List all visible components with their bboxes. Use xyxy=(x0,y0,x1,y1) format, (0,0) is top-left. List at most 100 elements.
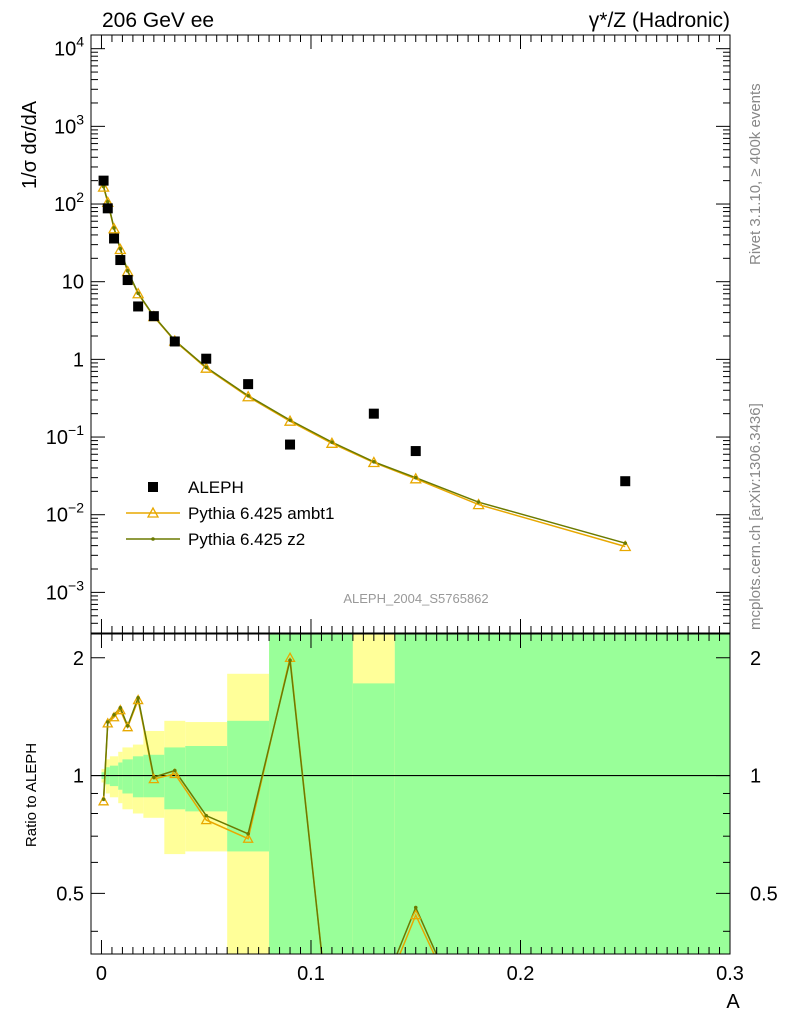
dot-marker xyxy=(125,724,130,728)
x-axis-label: A xyxy=(726,991,740,1013)
triangle-marker xyxy=(169,768,181,779)
line-ambt1 xyxy=(102,186,626,548)
dot-marker xyxy=(476,500,481,504)
square-marker xyxy=(620,476,631,487)
triangle-marker xyxy=(325,436,339,448)
ratio-y-axis: 0.5 0.5 1 1 2 2 xyxy=(56,648,778,932)
ratio-y-axis-label: Ratio to ALEPH xyxy=(23,743,40,847)
main-frame xyxy=(90,34,731,634)
triangle-marker xyxy=(242,832,254,843)
main-y-axis: 10−3 10−2 10−1 1 10 102 103 104 xyxy=(46,34,730,634)
triangle-marker xyxy=(200,814,212,825)
main-series xyxy=(97,175,632,552)
square-marker xyxy=(148,311,159,322)
uncertainty-band-stat xyxy=(185,746,228,812)
triangle-marker xyxy=(114,704,126,715)
dot-marker xyxy=(105,720,110,724)
square-marker xyxy=(285,439,296,450)
main-panel: 10−3 10−2 10−1 1 10 102 103 104 1/σ dσ/dA ALEPH… xyxy=(19,34,731,634)
uncertainty-band-stat xyxy=(164,747,186,810)
triangle-marker xyxy=(146,506,160,518)
main-y-tick-label: 102 xyxy=(54,189,84,216)
triangle-marker xyxy=(122,721,134,732)
ratio-y-tick-label: 1 xyxy=(73,766,84,788)
dot-marker xyxy=(118,247,123,251)
header-left: 206 GeV ee xyxy=(102,9,214,32)
analysis-id-label: ALEPH_2004_S5765862 xyxy=(343,591,488,606)
dot-marker xyxy=(204,365,209,370)
dot-marker xyxy=(152,775,156,780)
square-marker xyxy=(115,255,126,266)
dot-marker xyxy=(101,797,106,802)
uncertainty-band-stat xyxy=(269,634,353,954)
triangle-marker xyxy=(97,180,110,192)
square-marker xyxy=(102,203,113,214)
dot-marker xyxy=(413,475,418,480)
uncertainty-band-stat xyxy=(227,720,270,852)
dot-marker xyxy=(623,541,628,545)
header-right: γ*/Z (Hadronic) xyxy=(589,9,730,32)
dot-marker xyxy=(112,226,116,230)
ratio-x-axis: 0 0.1 0.2 0.3 xyxy=(96,634,744,985)
main-x-ticks xyxy=(100,35,731,633)
dot-marker xyxy=(204,813,209,818)
dot-marker xyxy=(125,269,130,273)
legend-label: ALEPH xyxy=(188,478,244,497)
triangle-marker xyxy=(148,773,160,784)
main-y-tick-label: 10−1 xyxy=(46,422,84,449)
ratio-y-tick-label-right: 2 xyxy=(750,648,761,670)
square-marker xyxy=(201,353,212,364)
dot-marker xyxy=(413,905,418,910)
ratio-y-tick-label: 0.5 xyxy=(56,883,84,905)
square-marker xyxy=(133,301,144,312)
line-z2 xyxy=(102,186,626,544)
uncertainty-band-stat xyxy=(122,759,133,794)
main-y-tick-label: 104 xyxy=(54,34,84,61)
uncertainty-band-stat xyxy=(132,756,144,798)
square-marker xyxy=(122,275,133,286)
legend-label: Pythia 6.425 z2 xyxy=(188,530,305,549)
dot-marker xyxy=(118,705,123,710)
triangle-marker xyxy=(242,390,255,402)
main-y-tick-label: 1 xyxy=(73,349,84,371)
triangle-marker xyxy=(619,540,632,552)
x-tick-label: 0.1 xyxy=(297,963,325,985)
ratio-y-tick-label: 2 xyxy=(73,648,84,670)
uncertainty-band-stat xyxy=(394,634,730,954)
triangle-marker xyxy=(367,456,380,468)
triangle-marker xyxy=(97,795,110,806)
triangle-marker xyxy=(102,717,114,728)
ratio-y-tick-label-right: 1 xyxy=(750,766,761,788)
dot-marker xyxy=(246,393,250,398)
square-marker xyxy=(410,446,421,457)
triangle-marker xyxy=(472,498,485,510)
ratio-y-tick-label-right: 0.5 xyxy=(750,883,778,905)
main-y-tick-label: 10−3 xyxy=(46,577,84,604)
legend: ALEPH Pythia 6.425 ambt1 Pythia 6.425 z2 xyxy=(126,478,334,549)
triangle-marker xyxy=(410,909,422,920)
ratio-series xyxy=(97,651,438,954)
main-y-tick-label: 10 xyxy=(62,272,84,294)
dot-marker xyxy=(105,199,110,204)
main-y-axis-label: 1/σ dσ/dA xyxy=(19,100,41,189)
dot-marker xyxy=(136,291,140,296)
ratio-uncertainty-bands xyxy=(101,634,730,954)
x-tick-label: 0.2 xyxy=(507,963,535,985)
triangle-marker xyxy=(200,361,213,373)
dot-marker xyxy=(372,460,376,464)
square-marker xyxy=(243,379,254,390)
triangle-marker xyxy=(132,287,145,299)
legend-label: Pythia 6.425 ambt1 xyxy=(188,504,334,523)
triangle-marker xyxy=(283,414,297,426)
main-y-tick-label: 10−2 xyxy=(46,500,84,527)
triangle-marker xyxy=(107,222,121,234)
square-marker xyxy=(148,482,158,492)
dot-marker xyxy=(173,768,177,773)
triangle-marker xyxy=(114,243,127,255)
dot-marker xyxy=(151,537,155,541)
square-marker xyxy=(368,408,379,419)
triangle-marker xyxy=(108,711,120,722)
x-tick-label: 0 xyxy=(96,963,107,985)
dot-marker xyxy=(288,658,292,663)
